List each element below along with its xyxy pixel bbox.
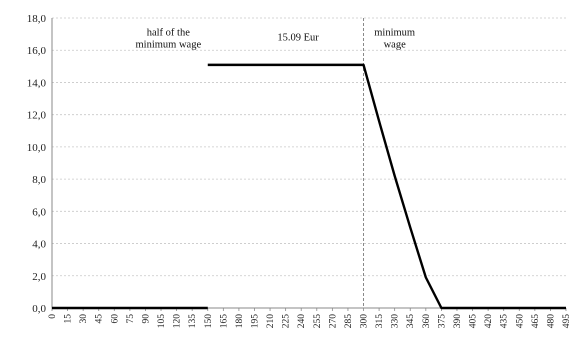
y-tick-label: 0,0 [32,303,46,315]
annotation-label: minimum wage [135,40,201,51]
series-line-segment [207,63,566,310]
series-group [52,63,566,310]
x-tick-label: 315 [375,314,385,329]
axes [51,18,567,311]
x-tick-label: 195 [250,314,260,329]
x-tick-label: 285 [344,314,354,329]
x-tick-label: 495 [562,314,571,329]
x-tick-label: 300 [360,314,370,329]
x-tick-label: 210 [266,314,276,329]
y-tick-label: 2,0 [32,271,46,283]
x-tick-label: 0 [48,314,58,319]
x-tick-labels: 0 15 30 45 60 75 90 105 120 135 150 165 180 195 210 225… [48,314,571,329]
y-tick-label: 12,0 [27,110,47,122]
y-tick-label: 16,0 [27,45,47,57]
y-tick-label: 18,0 [27,13,47,25]
x-tick-label: 240 [297,314,307,329]
x-tick-label: 390 [453,314,463,329]
x-tick-label: 60 [110,314,120,324]
x-tick-label: 75 [126,314,136,324]
y-tick-label: 4,0 [32,239,46,251]
x-tick-label: 180 [235,314,245,329]
x-tick-label: 165 [219,314,229,329]
x-tick-label: 30 [79,314,89,324]
x-tick-label: 15 [64,314,74,324]
x-tick-label: 150 [204,314,214,329]
x-tick-label: 270 [328,314,338,329]
x-tick-label: 405 [469,314,479,329]
grid-lines [52,17,566,277]
annotation-label: half of the [147,28,190,39]
x-tick-label: 465 [531,314,541,329]
x-tick-label: 90 [141,314,151,324]
x-tick-label: 435 [500,314,510,329]
x-tick-label: 225 [282,314,292,329]
x-tick-label: 45 [95,314,105,324]
x-tick-label: 120 [173,314,183,329]
y-tick-label: 10,0 [27,142,47,154]
x-tick-label: 420 [484,314,494,329]
annotation-label: wage [384,40,406,51]
y-tick-label: 6,0 [32,206,46,218]
y-tick-label: 8,0 [32,174,46,186]
x-tick-label: 105 [157,314,167,329]
x-tick-label: 135 [188,314,198,329]
y-tick-labels: 0,0 2,0 4,0 6,0 8,0 10,0 12,0 14,0 16,0 18,0 [27,13,47,315]
x-tick-label: 345 [406,314,416,329]
annotation-label: minimum [374,28,415,39]
x-tick-label: 255 [313,314,323,329]
x-tick-label: 360 [422,314,432,329]
x-tick-label: 330 [391,314,401,329]
annotation-label: 15.09 Eur [277,33,319,44]
x-tick-label: 375 [437,314,447,329]
x-tick-label: 480 [546,314,556,329]
x-tick-label: 450 [515,314,525,329]
y-tick-label: 14,0 [27,77,47,89]
